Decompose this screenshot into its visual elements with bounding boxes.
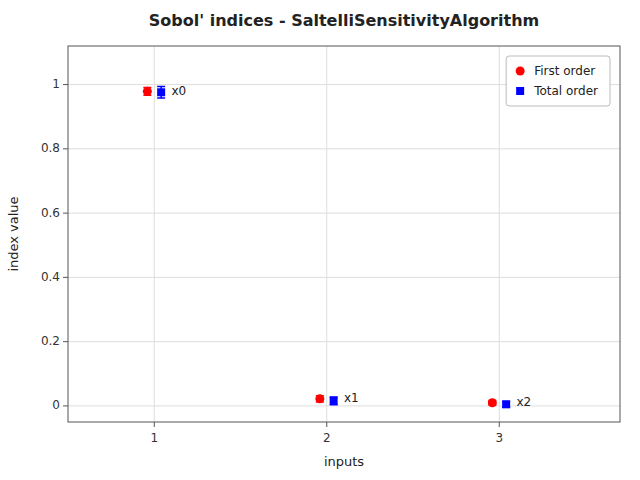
- grid-line: [68, 341, 620, 342]
- marker: [330, 397, 338, 405]
- tick-label: 3: [495, 431, 503, 445]
- annotation: x1: [344, 391, 359, 405]
- grid-line: [68, 405, 620, 406]
- grid-line: [68, 213, 620, 214]
- tick-label: 0: [52, 398, 60, 412]
- plot-frame: [68, 46, 620, 422]
- chart: 0 0.2 0.4 0.6 0.8 1 1 2 3 x0 x1 x2 Sobol' indices - …: [0, 0, 640, 480]
- tick: [63, 341, 68, 342]
- grid: [68, 46, 620, 422]
- tick-label: 2: [323, 431, 331, 445]
- legend-label: First order: [534, 64, 595, 78]
- annotation: x2: [517, 395, 532, 409]
- tick-label: 0.6: [41, 206, 60, 220]
- legend-marker: [516, 87, 524, 95]
- error-bar: [157, 86, 165, 98]
- marker: [488, 398, 497, 407]
- grid-line: [326, 46, 327, 422]
- tick: [63, 84, 68, 85]
- grid-line: [68, 148, 620, 149]
- x-axis-label: inputs: [324, 454, 364, 469]
- tick: [499, 422, 500, 427]
- legend-label: Total order: [533, 84, 598, 98]
- tick: [326, 422, 327, 427]
- marker: [502, 400, 510, 408]
- tick-label: 1: [150, 431, 158, 445]
- grid-line: [499, 46, 500, 422]
- legend-box: [506, 56, 610, 106]
- tick-label: 0.8: [41, 141, 60, 155]
- annotation: x0: [172, 84, 187, 98]
- grid-line: [68, 277, 620, 278]
- title: Sobol' indices - SaltelliSensitivityAlgo…: [149, 11, 539, 30]
- tick: [63, 213, 68, 214]
- marks: [143, 86, 510, 408]
- tick: [154, 422, 155, 427]
- tick: [63, 148, 68, 149]
- series: [143, 87, 497, 407]
- error-bar: [143, 87, 151, 95]
- tick-label: 0.2: [41, 334, 60, 348]
- tick-label: 1: [52, 77, 60, 91]
- tick: [63, 405, 68, 406]
- marker: [157, 88, 165, 96]
- marker: [315, 394, 324, 403]
- legend: First order Total order: [506, 56, 610, 106]
- legend-marker: [516, 67, 525, 76]
- y-axis-label: index value: [6, 196, 21, 271]
- marker: [143, 87, 152, 96]
- tick-label: 0.4: [41, 270, 60, 284]
- series: [157, 86, 510, 408]
- error-bar: [330, 397, 338, 405]
- annotations: x0 x1 x2: [172, 84, 532, 409]
- grid-line: [154, 46, 155, 422]
- tick: [63, 277, 68, 278]
